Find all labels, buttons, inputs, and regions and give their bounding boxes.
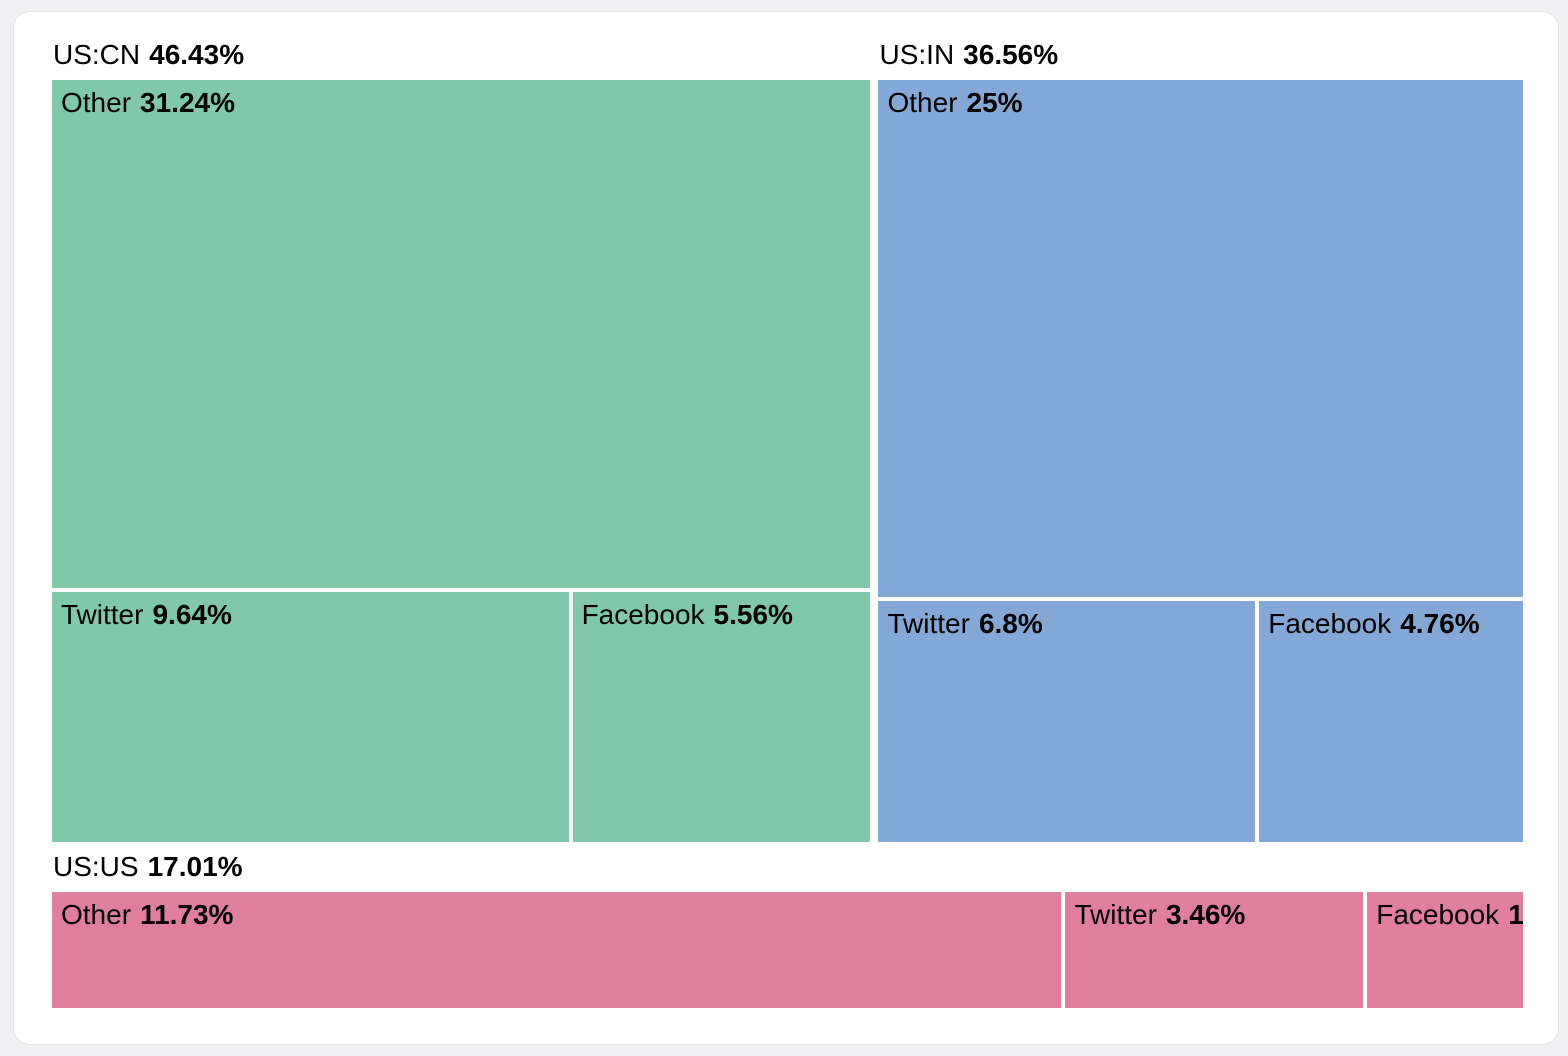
group-label-us-in[interactable]: US:IN 36.56%: [878, 30, 1523, 80]
cell-label: Other 25%: [878, 80, 1523, 126]
cell-label: Twitter 9.64%: [52, 592, 569, 638]
cell-label: Other 31.24%: [52, 80, 870, 126]
group-label-us-cn[interactable]: US:CN 46.43%: [52, 30, 870, 80]
cell-label: Facebook 5.56%: [573, 592, 871, 638]
cell-us-us-other[interactable]: Other 11.73%: [52, 891, 1062, 1008]
item-percent: 1.81%: [1508, 898, 1523, 930]
item-percent: 9.64%: [152, 599, 232, 631]
item-percent: 11.73%: [140, 898, 234, 930]
cell-label: Other 11.73%: [52, 892, 1061, 938]
item-percent: 46.43%: [149, 39, 245, 70]
cell-label: Facebook 4.76%: [1259, 601, 1523, 647]
item-name: Twitter: [61, 599, 144, 631]
cell-us-cn-other[interactable]: Other 31.24%: [52, 80, 871, 589]
cell-label: Twitter 6.8%: [878, 601, 1255, 647]
item-name: Facebook: [581, 599, 705, 631]
item-percent: 17.01%: [147, 850, 243, 882]
item-name: Twitter: [1074, 898, 1157, 930]
cell-us-us-facebook[interactable]: Facebook 1.81%: [1367, 891, 1523, 1008]
item-percent: 5.56%: [713, 599, 793, 631]
cell-us-cn-twitter[interactable]: Twitter 9.64%: [52, 592, 569, 842]
treemap-chart: US:CN 46.43% Other 31.24% Twitter 9.64% Facebo…: [52, 30, 1523, 1008]
item-percent: 25%: [966, 87, 1023, 118]
cell-us-cn-facebook[interactable]: Facebook 5.56%: [572, 592, 871, 842]
item-name: Facebook: [1268, 607, 1392, 639]
item-name: US:CN: [53, 39, 141, 70]
item-name: Other: [61, 898, 132, 930]
item-percent: 6.8%: [978, 607, 1043, 639]
item-name: Facebook: [1376, 898, 1500, 930]
cell-us-in-twitter[interactable]: Twitter 6.8%: [878, 600, 1256, 842]
item-name: Other: [887, 87, 958, 118]
item-name: Twitter: [887, 607, 970, 639]
group-label-us-us[interactable]: US:US 17.01%: [52, 842, 1523, 892]
cell-us-in-facebook[interactable]: Facebook 4.76%: [1259, 600, 1523, 842]
cell-label: Twitter 3.46%: [1065, 892, 1363, 938]
item-name: US:IN: [879, 39, 955, 70]
item-percent: 3.46%: [1165, 898, 1246, 930]
treemap-card: US:CN 46.43% Other 31.24% Twitter 9.64% Facebo…: [14, 12, 1558, 1044]
item-name: Other: [61, 87, 132, 118]
item-percent: 36.56%: [963, 39, 1059, 70]
cell-label: Facebook 1.81%: [1367, 892, 1523, 938]
item-percent: 31.24%: [140, 87, 235, 118]
item-percent: 4.76%: [1400, 607, 1480, 639]
cell-us-us-twitter[interactable]: Twitter 3.46%: [1065, 891, 1364, 1008]
cell-us-in-other[interactable]: Other 25%: [878, 80, 1523, 597]
item-name: US:US: [53, 850, 139, 882]
